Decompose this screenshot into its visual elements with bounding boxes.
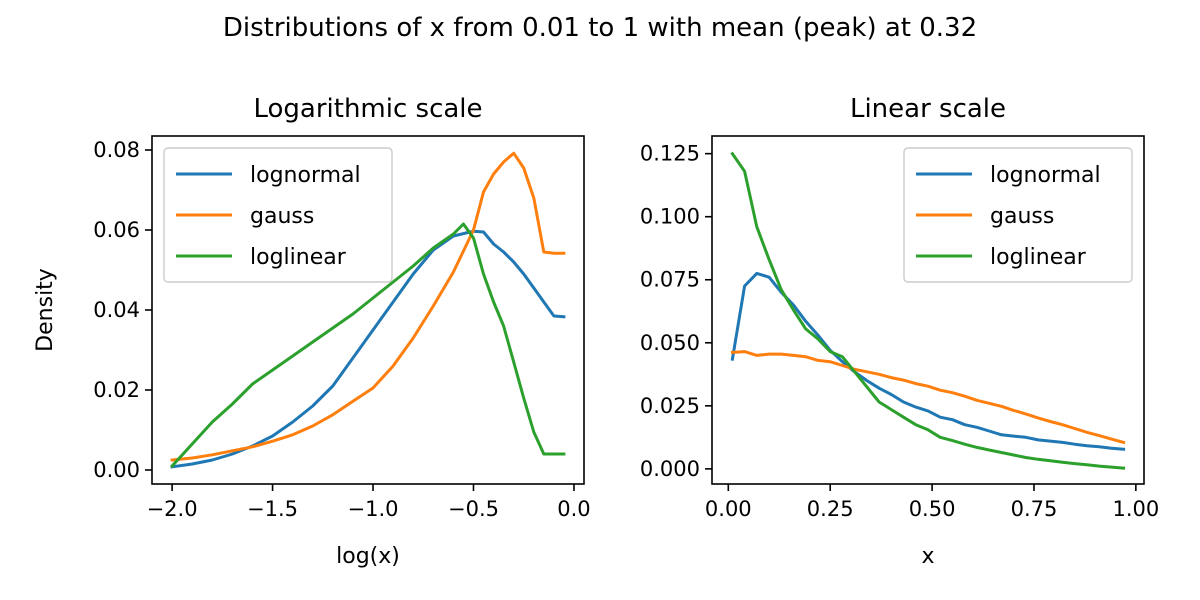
log-scale-xtick-label: −0.5 xyxy=(448,497,499,521)
linear-scale-ytick-label: 0.100 xyxy=(640,205,700,229)
log-scale-xtick-label: −2.0 xyxy=(147,497,198,521)
log-scale-title: Logarithmic scale xyxy=(253,94,482,124)
linear-scale-ytick-label: 0.050 xyxy=(640,331,700,355)
log-scale-ytick-label: 0.06 xyxy=(93,218,140,242)
log-scale-ytick-label: 0.04 xyxy=(93,298,140,322)
log-scale-xtick-label: 0.0 xyxy=(557,497,590,521)
log-scale-legend-label-lognormal: lognormal xyxy=(250,163,361,188)
linear-scale-legend-label-lognormal: lognormal xyxy=(990,163,1101,188)
linear-scale-series-loglinear xyxy=(730,151,1126,470)
linear-scale-ytick-label: 0.000 xyxy=(640,457,700,481)
log-scale-legend-box xyxy=(163,147,393,283)
linear-scale-xtick-label: 1.00 xyxy=(1112,497,1159,521)
linear-scale-legend: lognormal gauss loglinear xyxy=(903,147,1133,283)
linear-scale-xtick-label: 0.50 xyxy=(909,497,956,521)
log-scale-legend-label-gauss: gauss xyxy=(250,204,314,229)
log-scale-xtick-label: −1.5 xyxy=(247,497,298,521)
linear-scale-title: Linear scale xyxy=(850,94,1006,124)
log-scale-ytick-label: 0.02 xyxy=(93,378,140,402)
figure-title: Distributions of x from 0.01 to 1 with m… xyxy=(223,13,977,43)
linear-scale-xtick-label: 0.00 xyxy=(705,497,752,521)
log-scale-legend: lognormal gauss loglinear xyxy=(163,147,393,283)
log-scale-xlabel: log(x) xyxy=(336,544,400,569)
linear-scale-series-gauss xyxy=(730,350,1126,445)
linear-scale-ytick-label: 0.025 xyxy=(640,394,700,418)
log-scale-series-loglinear xyxy=(169,222,566,469)
linear-scale-series-lognormal xyxy=(730,271,1126,451)
log-scale-ytick-label: 0.08 xyxy=(93,138,140,162)
linear-scale-legend-label-loglinear: loglinear xyxy=(990,245,1087,270)
linear-scale-panel: Linear scale x 0.00 0.25 0.50 0.75 1.00 0.000… xyxy=(640,94,1159,569)
linear-scale-xlabel: x xyxy=(921,544,934,569)
log-scale-series-gauss xyxy=(170,151,566,462)
log-scale-legend-label-loglinear: loglinear xyxy=(250,245,347,270)
log-scale-ylabel: Density xyxy=(33,268,58,352)
linear-scale-legend-box xyxy=(903,147,1133,283)
linear-scale-legend-label-gauss: gauss xyxy=(990,204,1054,229)
linear-scale-axes-frame xyxy=(711,135,1145,485)
linear-scale-ytick-label: 0.125 xyxy=(640,142,700,166)
log-scale-panel: Logarithmic scale log(x) Density −2.0 −1.… xyxy=(33,94,591,569)
linear-scale-ytick-label: 0.075 xyxy=(640,268,700,292)
log-scale-xtick-label: −1.0 xyxy=(348,497,399,521)
linear-scale-xtick-label: 0.25 xyxy=(807,497,854,521)
linear-scale-xtick-label: 0.75 xyxy=(1011,497,1058,521)
log-scale-ytick-label: 0.00 xyxy=(93,458,140,482)
